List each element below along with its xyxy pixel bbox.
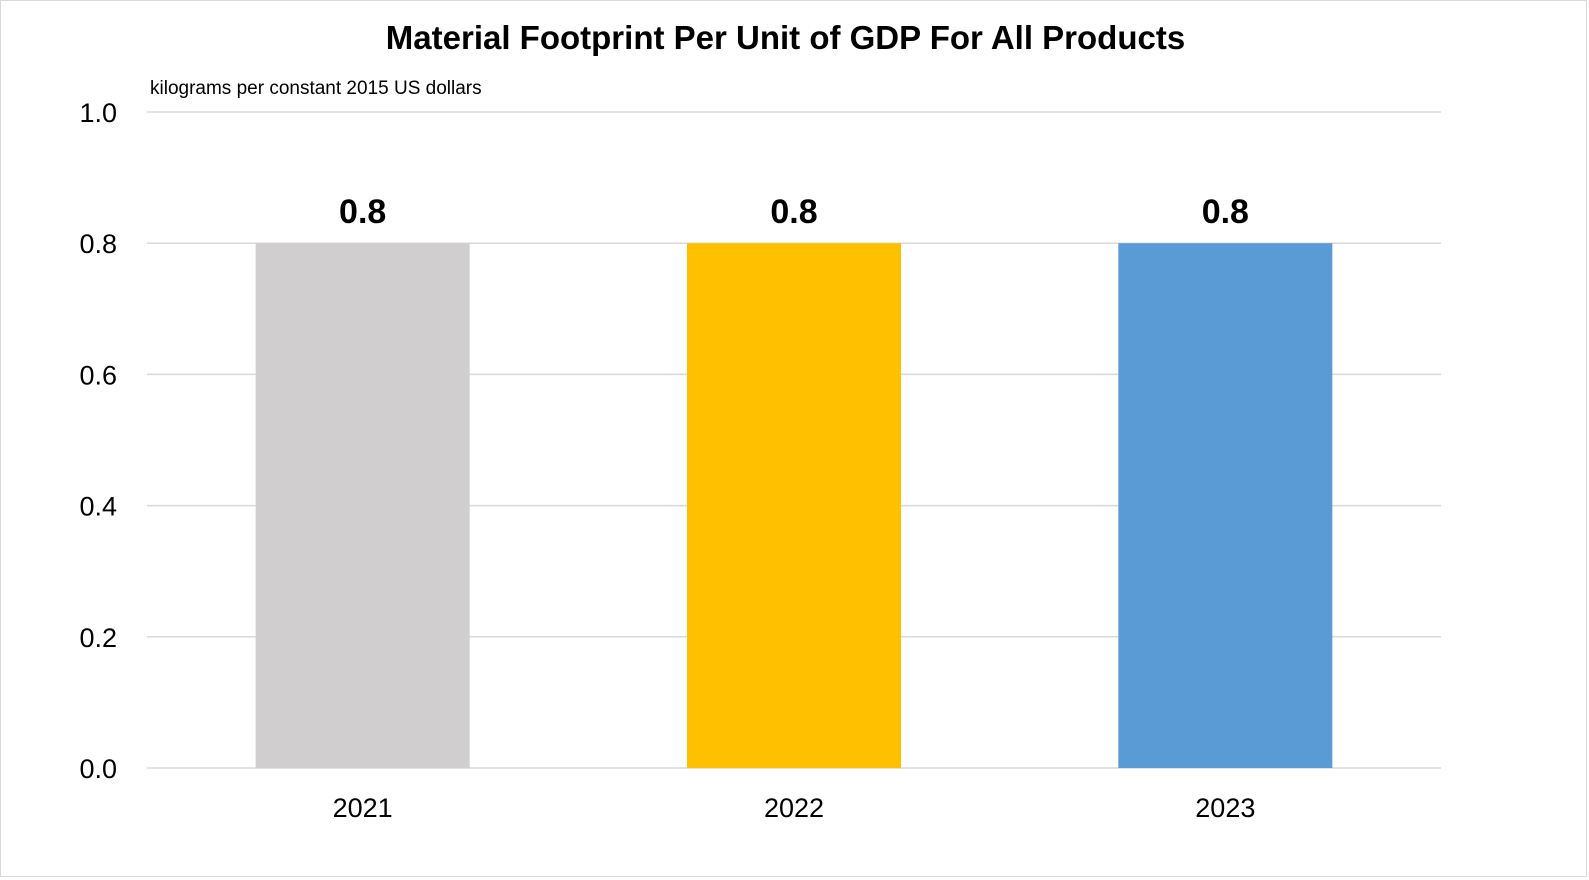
chart-title: Material Footprint Per Unit of GDP For A… (385, 19, 1186, 56)
x-category-label: 2022 (764, 793, 824, 823)
data-label: 0.8 (1202, 193, 1249, 231)
y-tick-label: 0.0 (79, 754, 117, 784)
bar-2022 (687, 243, 901, 768)
y-tick-label: 0.8 (79, 229, 117, 259)
y-tick-label: 1.0 (79, 98, 117, 128)
y-tick-label: 0.2 (79, 623, 117, 653)
data-label: 0.8 (339, 193, 386, 231)
x-category-label: 2021 (333, 793, 393, 823)
data-label: 0.8 (770, 193, 817, 231)
bar-2021 (255, 243, 470, 768)
bar-2023 (1118, 243, 1333, 768)
x-category-label: 2023 (1195, 793, 1255, 823)
y-axis-units-label: kilograms per constant 2015 US dollars (150, 78, 482, 99)
y-tick-label: 0.4 (79, 492, 117, 522)
y-tick-label: 0.6 (79, 360, 117, 390)
